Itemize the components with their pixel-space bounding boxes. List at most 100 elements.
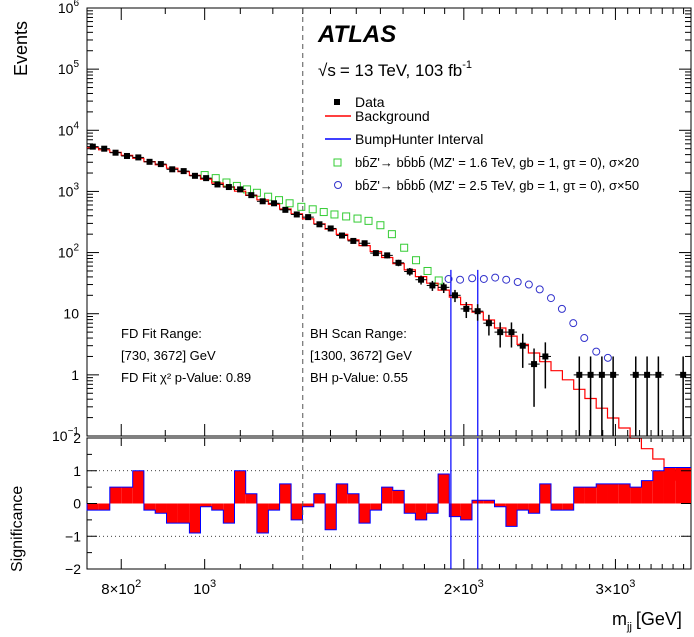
significance-bar [539, 483, 551, 504]
significance-bar [336, 483, 348, 504]
signal-2500-series [444, 273, 612, 362]
significance-bar [87, 503, 99, 511]
data-point [180, 168, 187, 175]
data-point [112, 149, 119, 156]
bh-range-title: BH Scan Range: [310, 326, 407, 341]
y-tick-label: 104 [58, 120, 80, 138]
significance-bar [426, 503, 439, 514]
signal-1600-point [364, 216, 373, 225]
legend-sig1-label: bb̄Z'→ bb̄bb̄ (MZ' = 1.6 TeV, gb = 1, gτ… [355, 155, 639, 170]
significance-bar [505, 503, 518, 527]
legend-data-marker [334, 99, 340, 105]
data-point [89, 143, 96, 150]
data-series [87, 143, 691, 436]
data-point [372, 250, 379, 257]
significance-bar [663, 467, 676, 504]
legend-sig2-label: bb̄Z'→ bb̄bb̄ (MZ' = 2.5 TeV, gb = 1, gτ… [355, 178, 639, 193]
data-point [610, 371, 617, 378]
data-point [361, 240, 368, 247]
significance-axis-label: Significance [9, 486, 26, 572]
legend-bumphunter-label: BumpHunter Interval [355, 131, 483, 147]
significance-bar [370, 503, 382, 511]
significance-y-tick-label: −1 [65, 528, 81, 544]
x-tick-label: 2×103 [444, 578, 484, 598]
significance-bar [223, 503, 235, 524]
x-tick-label: 3×103 [595, 578, 635, 598]
significance-bar [404, 503, 416, 514]
signal-1600-point [412, 256, 421, 265]
data-point [655, 371, 662, 378]
significance-bar [415, 503, 427, 520]
significance-bar [313, 493, 326, 504]
main-plot-frame [86, 7, 692, 437]
y-tick-label: 1 [71, 367, 79, 383]
legend-background-label: Background [355, 108, 430, 124]
data-point [632, 371, 639, 378]
significance-bar [177, 503, 190, 524]
significance-y-axis: −2 −1 0 1 2 [65, 430, 691, 577]
signal-2500-point [468, 274, 477, 283]
main-x-axis-ticks [120, 8, 685, 436]
energy-sqrt: √s [318, 61, 336, 80]
y-tick-label: 10 [63, 306, 79, 322]
legend-sig1-marker [333, 158, 342, 167]
data-point [305, 214, 312, 221]
x-axis-label-sub: jj [626, 621, 632, 633]
signal-1600-point [297, 202, 306, 211]
signal-1600-point [423, 266, 432, 275]
signal-1600-point [376, 221, 385, 230]
y-tick-label: 103 [58, 181, 80, 199]
significance-outline [86, 467, 691, 534]
y-tick-label: 105 [58, 59, 80, 77]
data-point [146, 158, 153, 165]
significance-bar [392, 490, 405, 504]
signal-1600-point [330, 210, 339, 219]
main-y-axis: 10−1 1 10 102 103 104 105 106 [52, 0, 691, 444]
experiment-label: ATLAS [317, 21, 396, 48]
data-point [101, 145, 108, 152]
significance-bars [86, 467, 691, 534]
data-point [259, 198, 266, 205]
significance-bar [211, 503, 224, 511]
bh-pvalue: BH p-Value: 0.55 [310, 370, 408, 385]
significance-panel: −2 −1 0 1 2 8×102 103 2×103 3×103 Significance [9, 430, 692, 598]
data-point [644, 371, 651, 378]
data-point [316, 221, 323, 228]
fd-range-value: [730, 3672] GeV [121, 348, 216, 363]
signal-2500-point [524, 280, 533, 289]
data-point [123, 152, 130, 159]
fd-annotation: FD Fit Range: [730, 3672] GeV FD Fit χ² … [121, 326, 251, 385]
signal-1600-point [387, 230, 396, 239]
lumi-exponent: -1 [462, 59, 472, 71]
significance-bar [166, 503, 178, 524]
legend-sig2-marker [334, 181, 342, 189]
data-point [395, 259, 402, 266]
signal-2500-point [444, 274, 453, 283]
data-point [680, 371, 687, 378]
data-point [191, 172, 198, 179]
significance-bar [438, 474, 450, 504]
data-point [214, 181, 221, 188]
data-point [485, 320, 492, 327]
bh-range-value: [1300, 3672] GeV [310, 348, 412, 363]
signal-2500-point [592, 347, 601, 356]
significance-bar [234, 470, 246, 504]
y-tick-label: 106 [58, 0, 80, 16]
data-point [169, 166, 176, 173]
signal-1600-point [285, 199, 294, 208]
significance-bar [630, 487, 642, 504]
data-point [338, 232, 345, 239]
energy-text: = 13 TeV, 103 fb [340, 61, 462, 80]
significance-y-tick-label: 1 [73, 463, 81, 479]
signal-2500-point [456, 275, 465, 284]
data-point [463, 305, 470, 312]
signal-1600-point [319, 208, 328, 217]
significance-y-tick-label: −2 [65, 561, 81, 577]
significance-bar [189, 503, 201, 533]
x-axis: 8×102 103 2×103 3×103 [101, 438, 685, 598]
data-point [519, 342, 526, 349]
legend-data-label: Data [355, 94, 385, 110]
x-tick-label: 103 [193, 578, 216, 598]
signal-2500-point [557, 304, 566, 313]
data-point [350, 237, 357, 244]
